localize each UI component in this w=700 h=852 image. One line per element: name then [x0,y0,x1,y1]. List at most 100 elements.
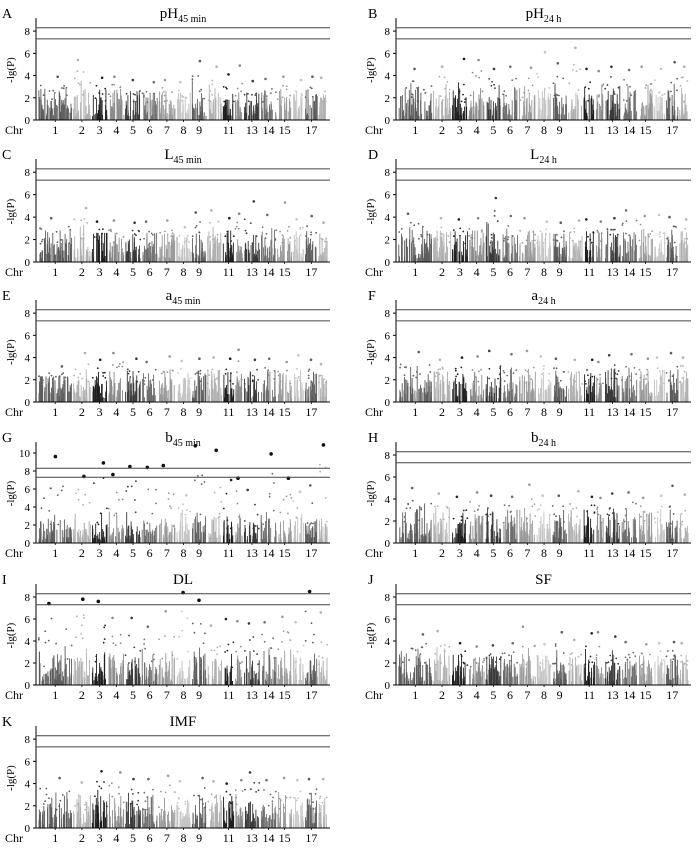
snp-point [104,376,107,379]
snp-point [596,378,599,381]
snp-point [686,80,689,82]
chromosome-12-points [596,220,603,262]
panel-title-subscript: 24 h [539,155,557,166]
snp-point [168,241,171,244]
snp-point [224,235,227,238]
y-tick-label: 2 [385,235,391,247]
snp-point [444,87,447,90]
snp-point [309,86,312,89]
snp-point [62,87,65,90]
snp-point [650,89,652,91]
snp-point [646,368,648,371]
snp-point [304,96,307,98]
snp-point [50,374,53,377]
y-tick-label: 10 [19,448,31,460]
chromosome-tick-label: 7 [164,546,170,560]
snp-point [579,240,582,243]
snp-peak-point [438,358,442,362]
snp-point [542,97,545,100]
snp-point [225,368,228,371]
panel-title-subscript: 45 min [173,438,201,449]
snp-point [277,374,280,377]
snp-point [416,87,418,89]
chromosome-13-points [243,488,260,543]
snp-peak-point [194,211,197,214]
snp-point [41,238,44,241]
chromosome-tick-label: 11 [223,405,235,419]
snp-point [282,84,284,87]
snp-point [273,370,276,372]
chromosome-8-points [538,355,552,402]
chromosome-16-points [653,356,665,402]
snp-point [81,377,83,380]
snp-point [448,241,451,244]
chromosome-tick-label: 7 [164,405,170,419]
y-tick-label: 2 [385,375,391,387]
snp-point [473,510,476,513]
y-tick-label: 4 [25,212,31,224]
snp-point [324,100,327,103]
snp-point [403,516,406,518]
snp-point [143,237,146,240]
snp-point [220,500,223,503]
chromosome-tick-label: 14 [623,265,635,279]
chromosome-tick-label: 2 [439,405,445,419]
snp-point [86,221,89,224]
snp-point [87,380,90,383]
chromosome-tick-label: 14 [263,265,275,279]
snp-point [241,82,244,85]
snp-point [89,82,92,84]
snp-point [400,228,403,230]
snp-point [137,370,140,373]
snp-point [235,490,238,492]
chromosome-10-points [568,219,583,262]
snp-point [462,378,465,381]
chromosome-16-points [292,78,303,120]
snp-point [493,83,495,86]
snp-point [604,87,607,90]
snp-point [104,371,106,374]
snp-peak-point [476,355,479,358]
panel-title-subscript: 45 min [174,155,202,166]
snp-point [610,377,613,380]
snp-point [659,231,661,234]
snp-peak-point [413,67,416,71]
chromosome-3-points [91,358,107,402]
snp-point [93,482,95,484]
snp-peak-point [525,349,529,353]
chromosome-4-points [468,216,485,262]
chromosome-11-points [223,357,235,402]
snp-point [255,235,258,238]
snp-peak-point [599,220,603,223]
snp-point [324,240,326,243]
snp-point [403,374,406,376]
snp-point [151,512,154,515]
snp-point [145,90,148,93]
snp-point [102,371,104,374]
snp-point [325,520,328,523]
chromosome-1-points [38,75,73,120]
y-tick-label: 6 [385,330,391,342]
snp-point [82,503,84,506]
chromosome-tick-label: 13 [246,123,258,137]
snp-point [73,77,76,80]
snp-point [167,492,170,495]
snp-point [649,233,652,235]
snp-point [102,375,105,377]
panel-title-main: pH [160,6,179,22]
y-axis-label: -lg(P) [365,339,377,365]
chromosome-tick-label: 17 [305,546,317,560]
snp-point [226,527,229,530]
snp-point [462,93,464,96]
snp-point [294,239,296,242]
snp-peak-point [299,78,303,82]
y-tick-label: 6 [385,472,391,484]
y-tick-label: 8 [385,308,391,320]
snp-point [139,90,141,92]
y-tick-label: 8 [385,26,391,38]
snp-point [319,463,321,466]
chromosome-tick-label: 5 [490,123,496,137]
chromosome-9-points [552,221,567,262]
snp-point [534,233,536,236]
